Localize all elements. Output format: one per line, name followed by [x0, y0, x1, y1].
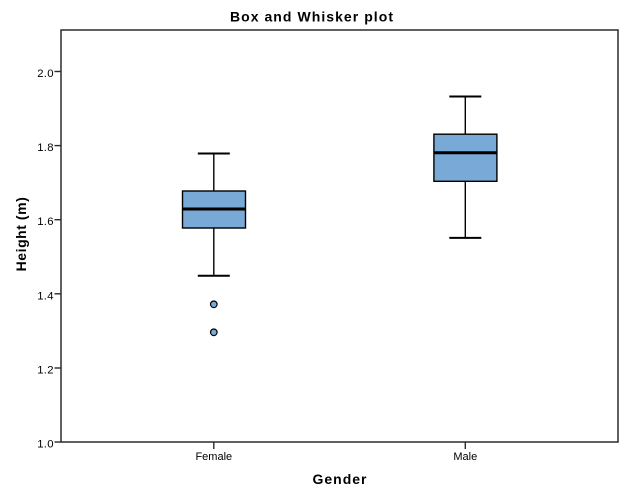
svg-text:Box and Whisker plot: Box and Whisker plot: [230, 8, 394, 24]
svg-text:1.4: 1.4: [37, 290, 54, 302]
svg-text:Female: Female: [195, 451, 232, 463]
svg-text:1.6: 1.6: [37, 216, 54, 228]
svg-text:Height (m): Height (m): [13, 197, 29, 272]
svg-text:Male: Male: [453, 451, 477, 463]
svg-text:Gender: Gender: [312, 471, 367, 487]
svg-text:1.8: 1.8: [37, 142, 54, 154]
svg-text:1.2: 1.2: [37, 365, 54, 377]
svg-text:1.0: 1.0: [37, 439, 54, 451]
svg-text:2.0: 2.0: [37, 68, 54, 80]
